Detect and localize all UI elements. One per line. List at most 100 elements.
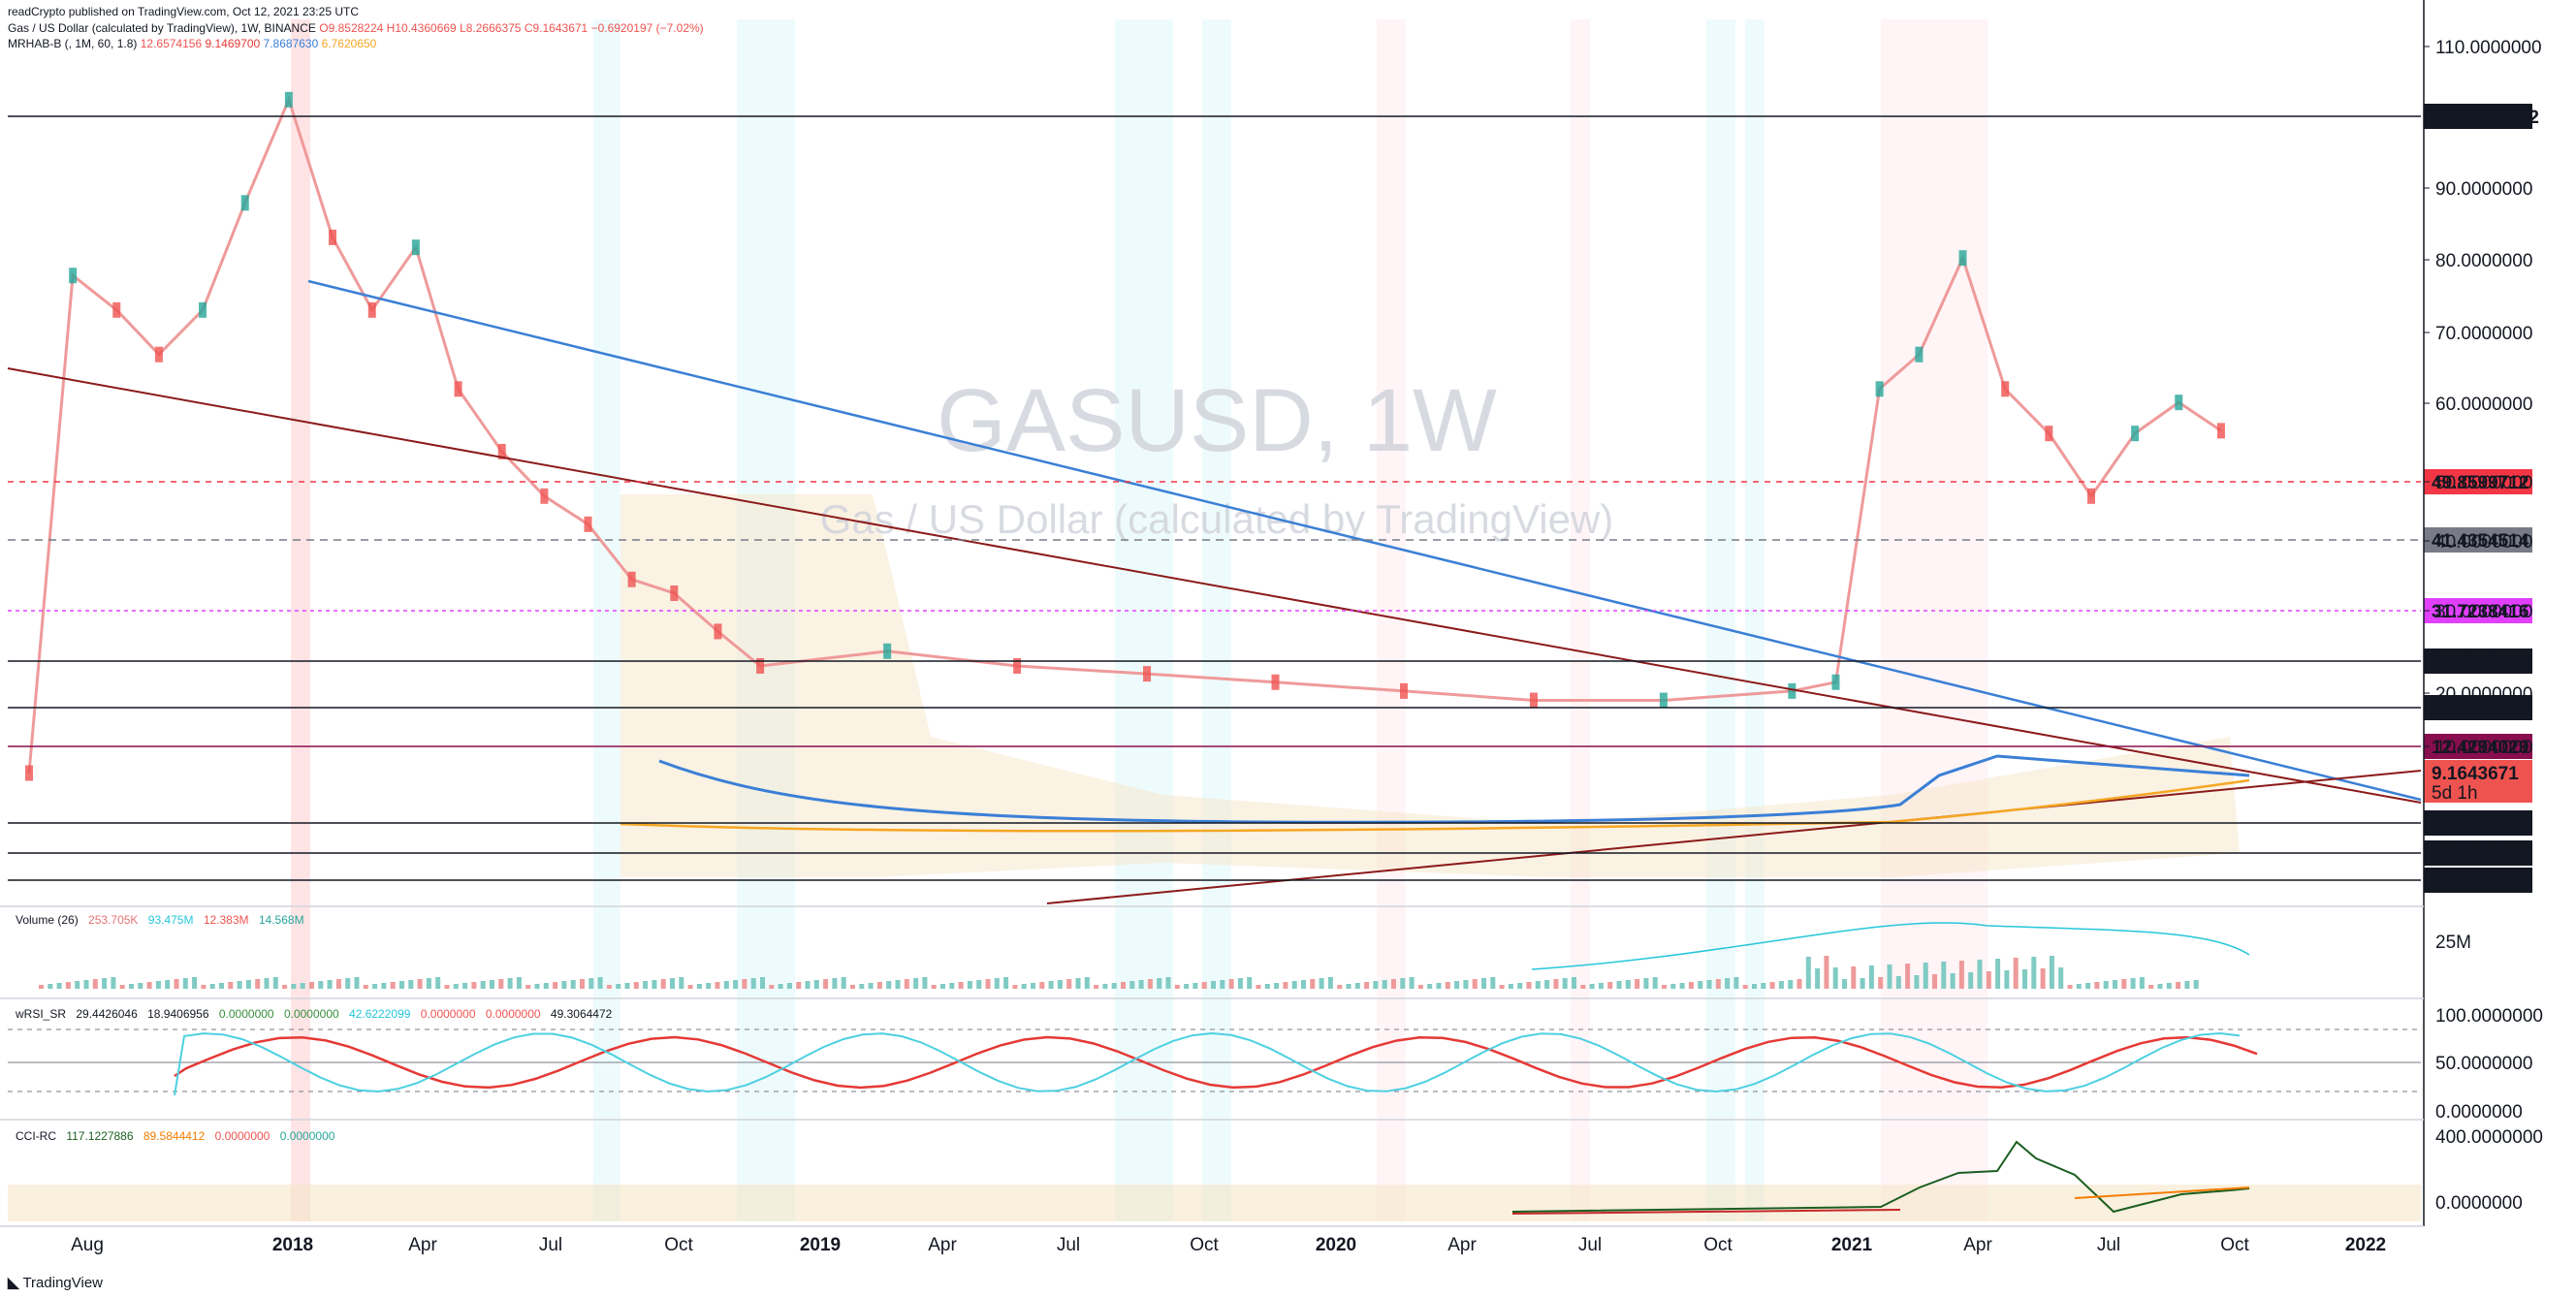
volume-bar (1562, 978, 1568, 989)
volume-bar (832, 978, 838, 989)
volume-bar (1147, 979, 1153, 989)
volume-bar (174, 979, 179, 989)
volume-bar (525, 985, 531, 989)
volume-bar (616, 984, 621, 989)
symbol-legend[interactable]: Gas / US Dollar (calculated by TradingVi… (8, 21, 704, 35)
volume-bar (245, 980, 251, 989)
volume-bar (1075, 978, 1081, 989)
volume-bar (48, 984, 53, 989)
band-1 (593, 19, 620, 1221)
indicator-legend[interactable]: MRHAB-B (, 1M, 60, 1.8) 12.6574156 9.146… (8, 37, 376, 50)
volume-bar (1977, 960, 1983, 989)
volume-bar (335, 979, 341, 989)
volume-bar (1031, 983, 1035, 989)
candle (1271, 674, 1280, 690)
price-tag-7[interactable] (2424, 760, 2532, 803)
volume-bar (1283, 982, 1288, 989)
price-tag-sub-7: 5d 1h (2432, 783, 2478, 804)
price-tag-2[interactable] (2424, 527, 2532, 553)
wrsi-value-8: 49.3064472 (550, 1007, 613, 1021)
x-tick-label: 2022 (2345, 1235, 2386, 1255)
x-tick-label: Aug (71, 1235, 104, 1255)
wrsi-value-2: 18.9406956 (147, 1007, 209, 1021)
price-tag-6[interactable] (2424, 734, 2532, 759)
y-tick-label: 70.0000000 (2435, 324, 2532, 344)
volume-bar (679, 977, 684, 989)
volume-bar (823, 979, 829, 989)
indicator-value-1: 12.6574156 (140, 37, 203, 50)
volume-bar (778, 984, 783, 989)
cci-red-line (1511, 1209, 1901, 1215)
volume-bar (1580, 985, 1586, 989)
x-tick-label: Oct (1703, 1235, 1733, 1255)
volume-bar (1526, 982, 1532, 989)
volume-bar (1184, 984, 1190, 989)
volume-bar (1508, 984, 1513, 989)
price-tag-9[interactable] (2424, 840, 2532, 866)
band-8 (1706, 19, 1735, 1221)
price-tag-10[interactable] (2424, 868, 2532, 893)
volume-bar (769, 985, 775, 989)
price-tag-8[interactable] (2424, 810, 2532, 836)
volume-bar (345, 978, 351, 989)
volume-bar (1725, 978, 1731, 989)
x-tick-label: 2018 (272, 1235, 313, 1255)
volume-bar (1914, 975, 1920, 989)
y-tick-label: 40.0000000 (2435, 532, 2532, 553)
candle (329, 229, 337, 245)
wrsi-axis-label: 50.0000000 (2435, 1054, 2532, 1074)
price-tag-label-7: 9.1643671 (2432, 764, 2519, 784)
volume-bar (2076, 984, 2082, 989)
volume-bar (1905, 964, 1911, 989)
price-tag-0[interactable] (2424, 104, 2532, 129)
volume-bar (543, 983, 549, 989)
volume-bar (480, 981, 486, 989)
volume-bar (1327, 977, 1333, 989)
trendline-maroon-up (1046, 770, 2422, 904)
price-tag-5[interactable] (2424, 695, 2532, 720)
volume-bar (1950, 973, 1956, 989)
volume-bar (1048, 981, 1054, 989)
price-tag-3[interactable] (2424, 598, 2532, 623)
volume-bar (2139, 977, 2145, 989)
volume-bar (1400, 978, 1406, 989)
volume-bar (165, 980, 171, 989)
candle (627, 571, 636, 587)
band-5 (1377, 19, 1406, 1221)
volume-bar (1652, 977, 1658, 989)
volume-bar (2049, 956, 2054, 989)
watermark: GASUSD, 1W Gas / US Dollar (calculated b… (820, 371, 1614, 542)
wrsi-legend[interactable]: wRSI_SR 29.4426046 18.9406956 0.0000000 … (16, 1007, 619, 1021)
tradingview-logo[interactable]: ◣ TradingView (8, 1274, 103, 1291)
x-tick-label: Apr (1447, 1235, 1477, 1255)
y-tick-label: 10.0000000 (2435, 738, 2532, 758)
volume-bar (580, 979, 585, 989)
price-tag-1[interactable] (2424, 469, 2532, 494)
volume-bar (760, 977, 765, 989)
volume-legend[interactable]: Volume (26) 253.705K 93.475M 12.383M 14.… (16, 913, 311, 927)
cloud-area (620, 494, 2240, 877)
high-value: H10.4360669 (386, 21, 457, 35)
volume-bar (1616, 981, 1622, 989)
band-6 (1571, 19, 1590, 1221)
volume-bar (1778, 981, 1784, 989)
candle (1659, 692, 1668, 709)
volume-bar (750, 978, 756, 989)
price-tag-label-2: 41.4354514 (2432, 531, 2529, 552)
x-tick-label: Jul (1057, 1235, 1080, 1255)
ma-orange-line (620, 778, 2250, 833)
x-tick-label: 2020 (1316, 1235, 1356, 1255)
x-tick-label: Oct (2220, 1235, 2249, 1255)
volume-bar (1805, 957, 1811, 989)
volume-bar (2040, 968, 2046, 989)
candle (411, 239, 420, 256)
volume-bar (1220, 980, 1225, 989)
price-tag-4[interactable] (2424, 648, 2532, 674)
volume-bar (1995, 959, 2001, 989)
candle (1399, 682, 1408, 699)
tradingview-brand: TradingView (22, 1275, 103, 1291)
cci-legend[interactable]: CCI-RC 117.1227886 89.5844412 0.0000000 … (16, 1129, 341, 1143)
candle (2086, 488, 2095, 504)
volume-bar (949, 983, 955, 989)
